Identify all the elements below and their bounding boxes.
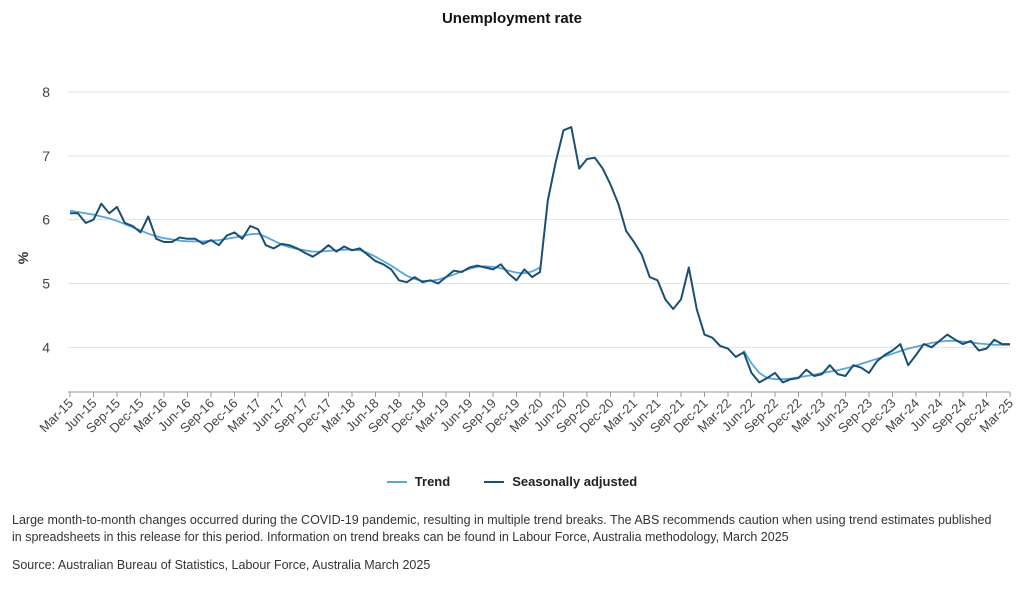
y-tick-label: 5 (42, 275, 50, 291)
legend-label-trend: Trend (414, 474, 451, 489)
legend-swatch-seasonally-adjusted (484, 480, 505, 483)
y-tick-label: 7 (42, 148, 50, 164)
legend-swatch-trend (386, 480, 407, 483)
series-lines (69, 126, 1010, 384)
x-axis: Mar-15Jun-15Sep-15Dec-15Mar-16Jun-16Sep-… (36, 392, 1016, 436)
legend-item-seasonally-adjusted: Seasonally adjusted (484, 474, 637, 489)
y-axis: 4 5 6 7 8 (42, 84, 50, 355)
series-line-trend (742, 340, 1010, 381)
line-chart: 4 5 6 7 8 Mar-15Jun-15Sep-15Dec-15Mar-16Jun-… (15, 84, 1016, 436)
y-tick-label: 6 (42, 212, 50, 228)
gridlines (68, 91, 1010, 393)
series-line-seasonally-adjusted (70, 126, 1010, 384)
legend-label-seasonally-adjusted: Seasonally adjusted (512, 474, 638, 489)
y-tick-label: 8 (42, 84, 50, 100)
legend: Trend Seasonally adjusted (0, 474, 1024, 489)
chart-title: Unemployment rate (441, 10, 583, 27)
source-note: Source: Australian Bureau of Statistics,… (12, 558, 431, 572)
series-line-trend (69, 209, 541, 282)
footnote: Large month-to-month changes occurred du… (12, 513, 992, 544)
legend-item-trend: Trend (386, 474, 451, 489)
y-axis-label: % (15, 251, 31, 264)
y-tick-label: 4 (42, 339, 50, 355)
